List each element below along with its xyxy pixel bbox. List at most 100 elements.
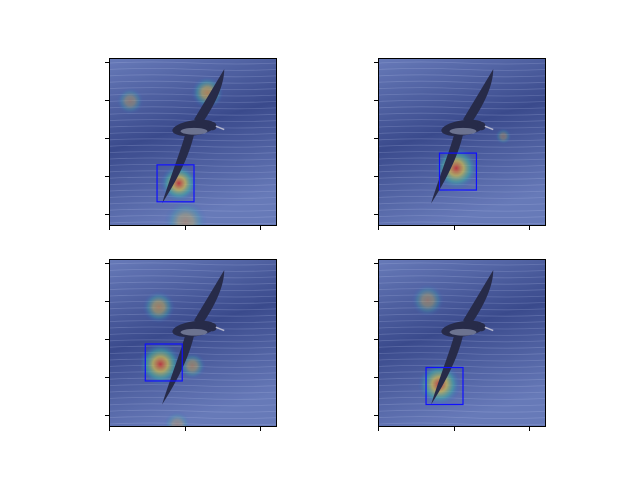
wave-line [379, 144, 545, 148]
attention-hotspot [142, 290, 175, 324]
bounding-box [425, 366, 464, 406]
x-axis-tick [184, 226, 186, 230]
y-axis-tick [374, 175, 378, 177]
wave-texture [379, 61, 545, 225]
bounding-box [144, 343, 183, 382]
wave-line [379, 138, 545, 142]
wave-line [379, 74, 545, 78]
x-axis-tick [260, 226, 262, 230]
wave-line [379, 269, 545, 272]
bounding-box [156, 164, 195, 203]
heatmap-tint [379, 59, 545, 225]
wave-line [110, 281, 276, 285]
y-axis-tick [374, 338, 378, 340]
attention-hotspot [411, 284, 444, 317]
panel-canvas [110, 59, 276, 225]
bird-beak [215, 125, 225, 131]
lower-wing [162, 333, 194, 405]
heatmap-tint [110, 59, 276, 225]
bounding-box [438, 152, 478, 191]
wave-line [379, 208, 545, 212]
wave-line [110, 345, 276, 349]
bird-silhouette [431, 270, 494, 405]
wave-line [379, 345, 545, 349]
wave-texture [379, 262, 545, 426]
wave-line [379, 352, 545, 355]
wave-line [379, 294, 545, 298]
wave-line [379, 288, 545, 291]
y-axis-tick [105, 338, 109, 340]
x-axis-tick [529, 427, 531, 431]
x-axis-tick [529, 226, 531, 230]
y-axis-tick [374, 213, 378, 215]
y-axis-tick [105, 263, 109, 265]
y-axis-tick [374, 137, 378, 139]
bird-belly [180, 328, 208, 336]
attention-hotspot [116, 87, 144, 115]
attention-hotspot [434, 146, 478, 190]
wave-line [110, 262, 276, 266]
x-axis-tick [453, 427, 455, 431]
bird-belly [449, 328, 477, 336]
wave-line [110, 409, 276, 413]
wave-line [110, 301, 276, 304]
y-axis-tick [374, 263, 378, 265]
bird-silhouette [162, 270, 225, 405]
y-axis-tick [105, 100, 109, 102]
wave-line [379, 409, 545, 413]
wave-line [379, 215, 545, 218]
x-axis-tick [260, 427, 262, 431]
upper-wing [463, 270, 494, 324]
y-axis-tick [105, 62, 109, 64]
panel-canvas [379, 59, 545, 225]
wave-line [379, 80, 545, 84]
x-axis-tick [184, 427, 186, 431]
y-axis-tick [105, 376, 109, 378]
wave-line [379, 112, 545, 116]
wave-line [379, 106, 545, 110]
wave-line [379, 416, 545, 419]
lower-wing [431, 333, 463, 405]
panel-canvas [110, 260, 276, 426]
wave-line [110, 68, 276, 71]
wave-line [110, 384, 276, 387]
attention-panel-top-left [109, 58, 277, 226]
x-axis-tick [109, 427, 110, 431]
wave-line [379, 365, 545, 368]
x-axis-tick [453, 226, 455, 230]
sea-background [110, 260, 276, 426]
y-axis-tick [105, 137, 109, 139]
wave-line [110, 269, 276, 272]
wave-line [379, 61, 545, 65]
wave-line [110, 275, 276, 279]
wave-line [110, 61, 276, 65]
y-axis-tick [374, 301, 378, 303]
bird-silhouette [162, 69, 225, 204]
wave-line [110, 74, 276, 78]
wave-line [110, 403, 276, 407]
y-axis-tick [374, 62, 378, 64]
wave-line [379, 202, 545, 206]
wave-line [379, 221, 545, 225]
upper-wing [463, 69, 494, 123]
wave-line [110, 416, 276, 419]
y-axis-tick [374, 100, 378, 102]
sea-background [379, 260, 545, 426]
x-axis-tick [109, 226, 110, 230]
y-axis-tick [374, 376, 378, 378]
wave-line [110, 377, 276, 381]
attention-hotspot [138, 342, 182, 386]
bird-head [477, 122, 486, 131]
wave-line [379, 189, 545, 193]
wave-line [379, 281, 545, 285]
wave-line [379, 93, 545, 97]
attention-hotspot [495, 128, 512, 145]
wave-line [379, 87, 545, 90]
wave-line [110, 288, 276, 291]
wave-line [110, 339, 276, 343]
wave-line [379, 196, 545, 199]
wave-line [379, 307, 545, 311]
heatmap-tint [379, 260, 545, 426]
bird-head [208, 122, 217, 131]
